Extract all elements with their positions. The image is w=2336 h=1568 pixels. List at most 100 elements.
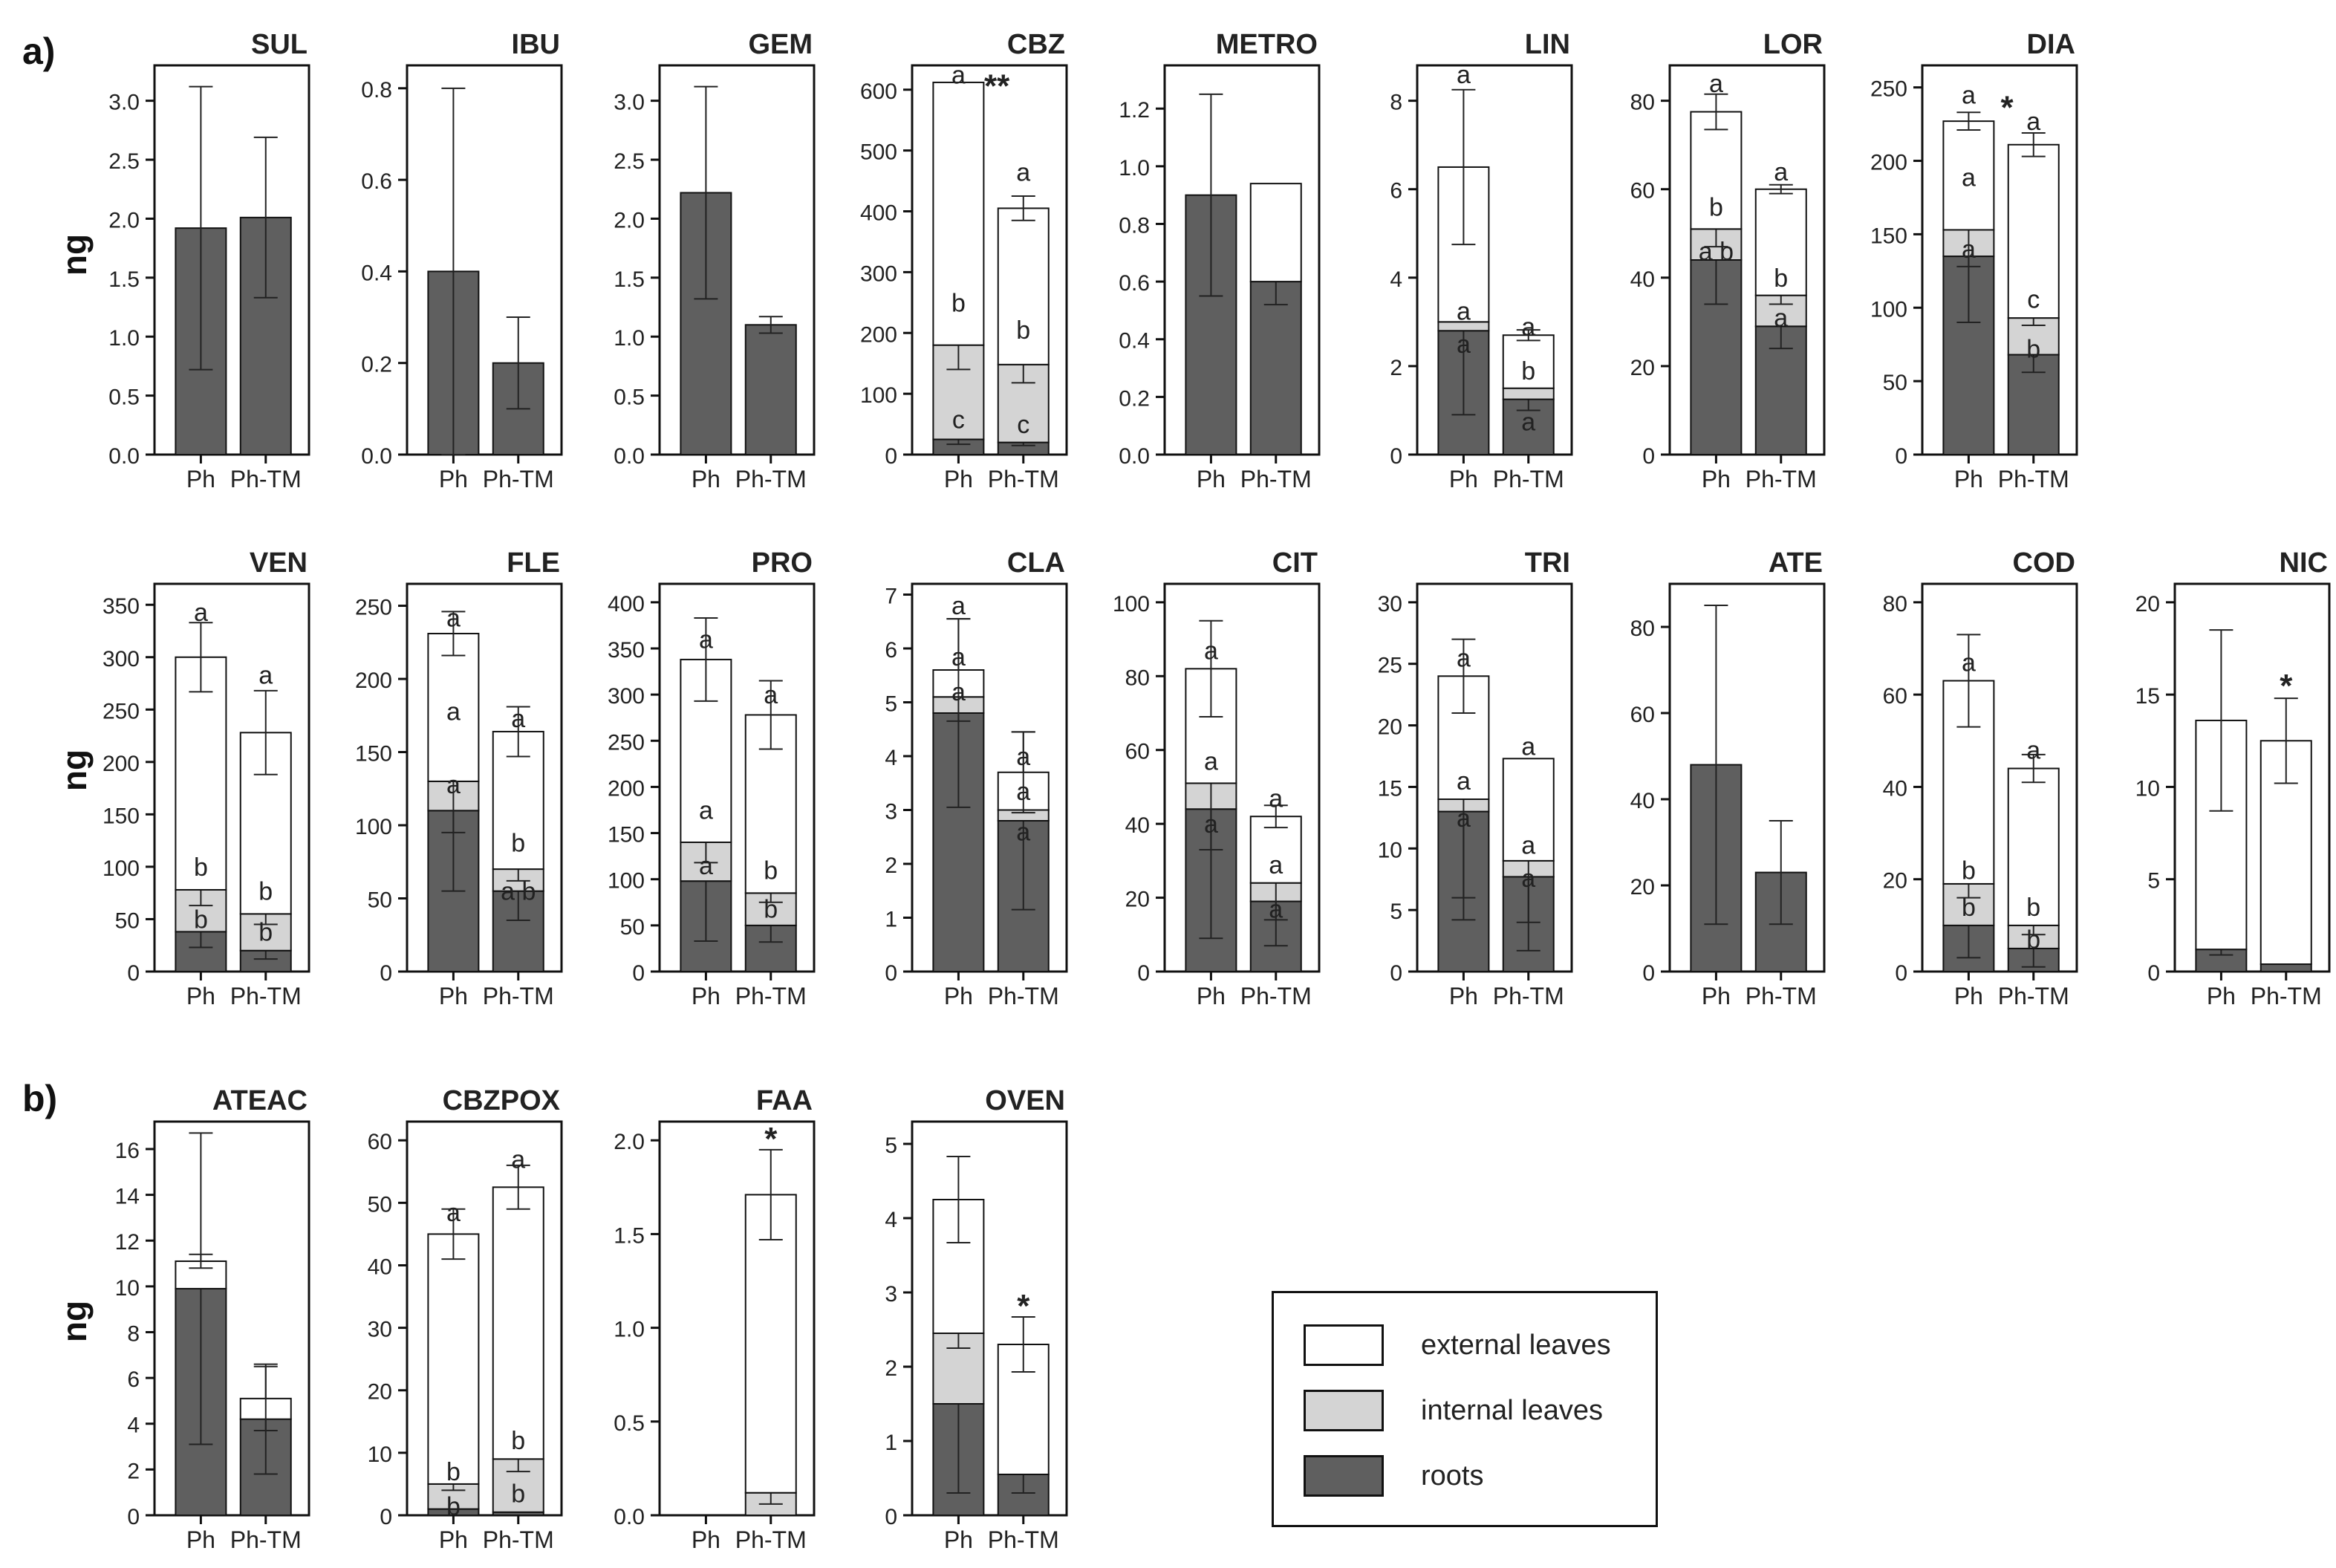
x-tick-label: Ph-TM: [1746, 466, 1817, 492]
y-tick-label: 100: [1113, 592, 1150, 617]
y-tick-label: 0.5: [614, 1411, 645, 1436]
x-tick-label: Ph: [692, 983, 720, 1009]
y-tick-label: 0: [1642, 444, 1655, 469]
x-tick-label: Ph: [692, 1526, 720, 1553]
y-tick-label: 1.0: [614, 1318, 645, 1342]
y-tick-label: 250: [103, 699, 140, 723]
plot-frame: [406, 64, 563, 456]
y-tick-label: 7: [885, 585, 897, 609]
y-tick-label: 25: [1378, 654, 1402, 678]
y-tick-label: 60: [368, 1130, 392, 1154]
y-tick-label: 2: [127, 1459, 140, 1483]
significance-letter: a: [1269, 851, 1283, 879]
y-tick-label: 0.0: [614, 444, 645, 469]
chart-title: CBZPOX: [443, 1085, 561, 1116]
significance-letter: a: [1962, 163, 1976, 192]
bar-external-leaves-ph-tm: [997, 207, 1050, 365]
y-tick-label: 3: [885, 1282, 897, 1307]
y-tick-label: 10: [368, 1442, 392, 1467]
plot-frame: [1921, 64, 2078, 456]
chart-sul: SUL 0.0 0.5 1.0 1.5 2.0 2.5 3.0 Ph Ph-TM: [108, 29, 310, 492]
chart-fle: FLE 0 50 100 150 200 250 Ph Ph-TM a a a a b a b: [355, 547, 563, 1009]
significance-letter: a: [1457, 644, 1471, 672]
significance-letter: a: [1457, 767, 1471, 796]
significance-letter: a: [1457, 331, 1471, 359]
x-tick-label: Ph-TM: [230, 466, 302, 492]
y-tick-label: 8: [1390, 91, 1402, 115]
significance-letter: b: [1016, 316, 1030, 345]
y-tick-label: 20: [1630, 875, 1655, 900]
y-tick-label: 2: [1390, 356, 1402, 380]
y-tick-label: 600: [860, 79, 897, 104]
significance-letter: c: [2027, 285, 2040, 313]
significance-letter: b: [1962, 894, 1976, 922]
chart-faa: FAA 0.0 0.5 1.0 1.5 2.0 Ph Ph-TM *: [614, 1085, 816, 1553]
plot-frame: [1163, 582, 1321, 973]
y-tick-label: 20: [1630, 356, 1655, 380]
chart-title: VEN: [250, 547, 308, 579]
significance-letter: a: [1016, 743, 1030, 771]
y-tick-label: 0: [1642, 961, 1655, 986]
chart-ate: ATE 0 20 40 60 80 Ph Ph-TM: [1630, 547, 1826, 1009]
chart-title: METRO: [1216, 29, 1318, 60]
plot-frame: [1921, 582, 2078, 973]
x-tick-label: Ph: [1197, 983, 1226, 1009]
y-tick-label: 0.6: [361, 169, 392, 194]
bar-external-leaves-ph-tm: [1502, 334, 1555, 389]
y-tick-label: 0.4: [1119, 329, 1150, 354]
y-tick-label: 1: [885, 908, 897, 932]
chart-title: CIT: [1272, 547, 1318, 579]
chart-oven: OVEN 0 1 2 3 4 5 Ph Ph-TM *: [885, 1085, 1068, 1553]
plot-frame: [1416, 64, 1573, 456]
chart-title: DIA: [2027, 29, 2075, 60]
legend-swatch-internal: [1304, 1390, 1384, 1431]
y-tick-label: 8: [127, 1321, 140, 1346]
legend-item-external: external leaves: [1304, 1323, 1611, 1367]
y-tick-label: 1.0: [1119, 156, 1150, 180]
significance-letter: b: [511, 830, 525, 858]
significance-letter: a: [951, 61, 966, 89]
y-tick-label: 250: [1870, 77, 1907, 102]
y-tick-label: 0.8: [361, 78, 392, 103]
y-tick-label: 0.0: [614, 1505, 645, 1529]
significance-letter: a: [1457, 297, 1471, 325]
significance-letter: a: [1204, 637, 1218, 665]
y-tick-label: 6: [1390, 179, 1402, 204]
x-tick-label: Ph-TM: [735, 466, 807, 492]
y-tick-label: 400: [860, 201, 897, 226]
y-axis-label-row2: ng: [55, 749, 94, 792]
significance-letter: a: [699, 626, 713, 654]
significance-letter: a: [699, 852, 713, 880]
significance-letter: b: [764, 895, 778, 923]
y-tick-label: 4: [885, 1208, 897, 1232]
plot-frame: [911, 64, 1068, 456]
bar-external-leaves-ph-tm: [744, 714, 797, 894]
y-tick-label: 20: [1125, 888, 1150, 912]
y-tick-label: 60: [1883, 684, 1907, 709]
y-tick-label: 0.0: [1119, 444, 1150, 469]
chart-gem: GEM 0.0 0.5 1.0 1.5 2.0 2.5 3.0 Ph Ph-TM: [614, 29, 816, 492]
chart-title: TRI: [1525, 547, 1570, 579]
significance-letter: a: [951, 643, 966, 671]
x-tick-label: Ph-TM: [988, 1526, 1059, 1553]
significance-letter: b: [2026, 926, 2040, 954]
chart-title: NIC: [2280, 547, 2328, 579]
y-tick-label: 1: [885, 1431, 897, 1455]
bar-external-leaves-ph-tm: [1754, 188, 1807, 296]
significance-star: *: [2001, 89, 2014, 126]
significance-star: **: [984, 68, 1010, 105]
y-tick-label: 0.2: [1119, 386, 1150, 411]
legend-swatch-external: [1304, 1324, 1384, 1366]
y-tick-label: 50: [620, 915, 645, 940]
legend-label-internal: internal leaves: [1421, 1394, 1604, 1426]
significance-letter: b: [446, 1492, 461, 1520]
significance-letter: a: [1204, 810, 1218, 839]
y-tick-label: 30: [368, 1318, 392, 1342]
y-tick-label: 2.5: [614, 149, 645, 174]
x-tick-label: Ph: [1449, 983, 1478, 1009]
y-tick-label: 2.0: [614, 208, 645, 232]
y-tick-label: 20: [1883, 869, 1907, 894]
y-tick-label: 1.5: [108, 267, 140, 292]
